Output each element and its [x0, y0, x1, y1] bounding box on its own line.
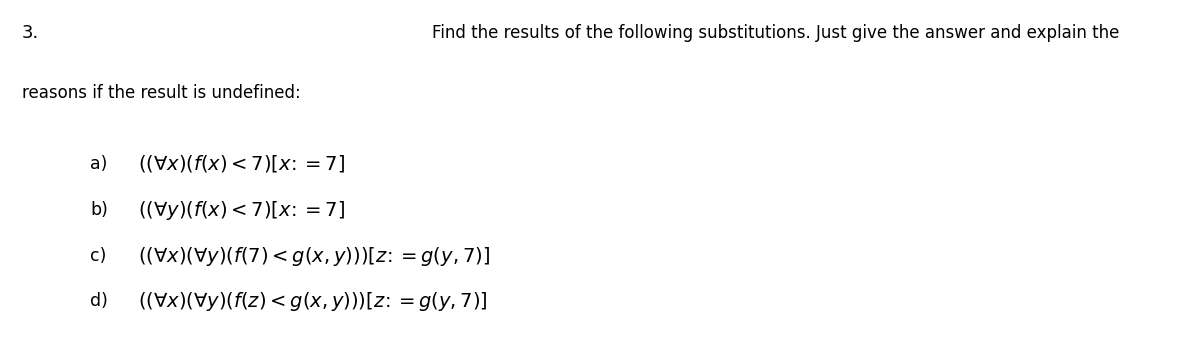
Text: $(({\forall}x)({\forall}y)(f(z) < g(x, y)))[z \!:= g(y, 7)]$: $(({\forall}x)({\forall}y)(f(z) < g(x, y…	[138, 290, 487, 313]
Text: $(({\forall}x)({\forall}y)({\forall}z)(f(z) < g(x, y)))[z \!:= g(y, 7)]$: $(({\forall}x)({\forall}y)({\forall}z)(f…	[138, 335, 527, 337]
Text: $(({\forall}x)(f(x) < 7)[x \!:= 7]$: $(({\forall}x)(f(x) < 7)[x \!:= 7]$	[138, 153, 346, 174]
Text: d): d)	[90, 292, 108, 309]
Text: 3.: 3.	[22, 24, 38, 41]
Text: a): a)	[90, 155, 107, 173]
Text: reasons if the result is undefined:: reasons if the result is undefined:	[22, 84, 300, 102]
Text: c): c)	[90, 247, 107, 265]
Text: $(({\forall}x)({\forall}y)(f(7) < g(x, y)))[z \!:= g(y, 7)]$: $(({\forall}x)({\forall}y)(f(7) < g(x, y…	[138, 245, 490, 268]
Text: b): b)	[90, 201, 108, 218]
Text: $(({\forall}y)(f(x) < 7)[x \!:= 7]$: $(({\forall}y)(f(x) < 7)[x \!:= 7]$	[138, 199, 346, 222]
Text: Find the results of the following substitutions. Just give the answer and explai: Find the results of the following substi…	[432, 24, 1120, 41]
